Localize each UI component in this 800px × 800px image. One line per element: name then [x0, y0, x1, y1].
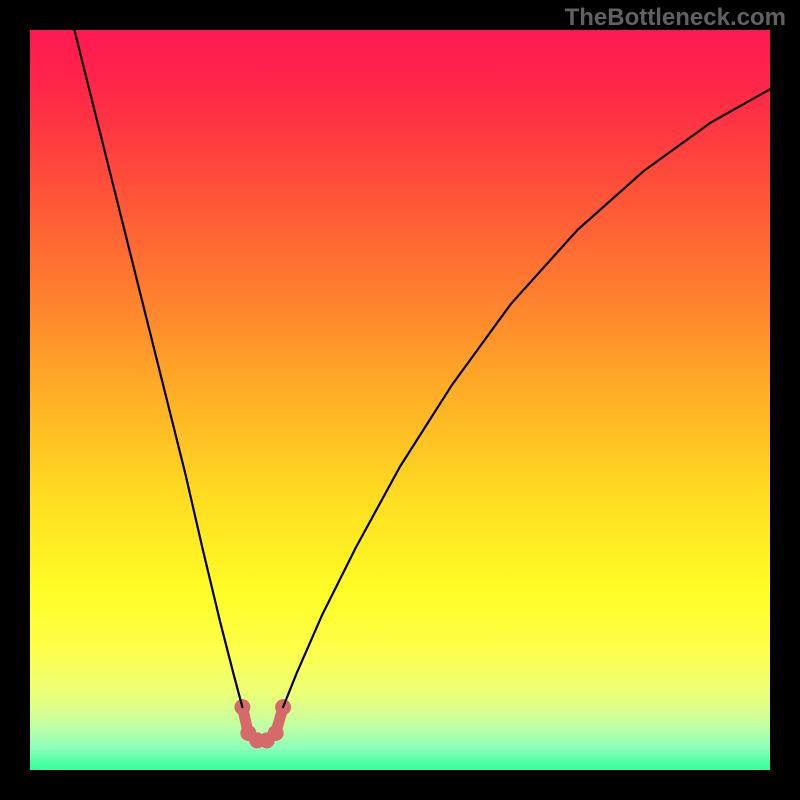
- watermark-text: TheBottleneck.com: [565, 4, 786, 32]
- curve-left-branch: [74, 30, 242, 707]
- curve-right-branch: [283, 89, 770, 707]
- marker-point: [268, 725, 284, 741]
- curve-layer: [30, 30, 770, 770]
- plot-area: [30, 30, 770, 770]
